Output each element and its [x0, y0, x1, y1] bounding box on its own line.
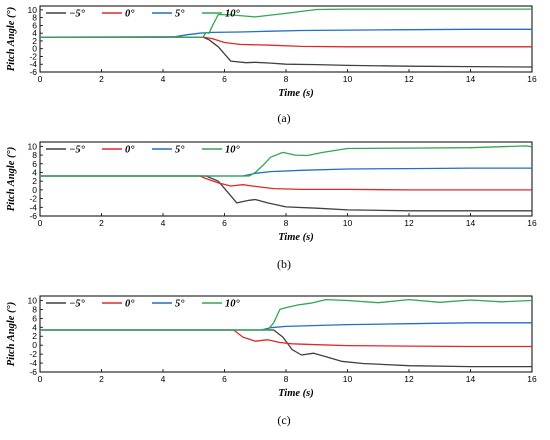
- series-line-1: [40, 36, 533, 68]
- legend-label: 10°: [225, 299, 241, 310]
- y-tick-label: 4: [32, 322, 37, 332]
- series-line-4: [40, 8, 532, 38]
- x-tick-label: 8: [284, 218, 289, 228]
- legend-label: 0°: [125, 9, 135, 20]
- legend-label: 0°: [125, 299, 135, 310]
- x-tick-label: 14: [466, 74, 476, 84]
- x-tick-label: 10: [343, 374, 353, 384]
- series-line-1: [40, 175, 532, 212]
- series-line-3: [40, 167, 532, 177]
- x-tick-label: 16: [527, 218, 537, 228]
- x-tick-label: 0: [38, 374, 43, 384]
- legend-label: 5°: [175, 299, 185, 310]
- y-tick-label: 6: [32, 313, 37, 323]
- panel-caption: (c): [277, 413, 290, 427]
- y-tick-label: 8: [32, 13, 37, 23]
- y-tick-label: -4: [29, 59, 37, 69]
- y-tick-label: 10: [28, 5, 38, 15]
- x-tick-label: 16: [527, 74, 537, 84]
- y-tick-label: -2: [29, 51, 37, 61]
- legend: −5° 0° 5° 10°: [46, 299, 241, 310]
- x-tick-label: 6: [222, 218, 227, 228]
- x-tick-label: 14: [466, 374, 476, 384]
- legend-label: 10°: [225, 9, 241, 20]
- y-tick-label: 2: [32, 36, 37, 46]
- x-tick-label: 4: [161, 374, 166, 384]
- x-tick-label: 2: [99, 74, 104, 84]
- y-axis-label: Pitch Angle (°): [6, 7, 17, 71]
- y-tick-label: 2: [32, 331, 37, 341]
- legend-label: 5°: [175, 145, 185, 156]
- y-tick-label: -4: [29, 202, 37, 212]
- y-tick-label: 10: [28, 141, 38, 151]
- x-tick-label: 10: [343, 74, 353, 84]
- legend: −5° 0° 5° 10°: [46, 9, 241, 20]
- y-tick-label: -6: [29, 211, 37, 221]
- y-tick-label: 10: [28, 295, 38, 305]
- plot-frame: [39, 5, 533, 73]
- x-tick-label: 6: [222, 374, 227, 384]
- series-line-4: [40, 145, 533, 177]
- y-tick-label: -6: [29, 67, 37, 77]
- x-tick-label: 8: [284, 74, 289, 84]
- x-tick-label: 4: [161, 74, 166, 84]
- y-tick-label: 8: [32, 304, 37, 314]
- series-line-2: [40, 36, 532, 48]
- legend-label: 5°: [175, 9, 185, 20]
- y-tick-label: -2: [29, 349, 37, 359]
- y-tick-label: -6: [29, 367, 37, 377]
- y-tick-label: 4: [32, 28, 37, 38]
- x-axis-label: Time (s): [278, 388, 313, 399]
- x-tick-label: 8: [284, 374, 289, 384]
- y-tick-label: 0: [32, 340, 37, 350]
- legend-label: −5°: [69, 299, 86, 310]
- y-tick-label: 0: [32, 185, 37, 195]
- x-tick-label: 4: [161, 218, 166, 228]
- legend-label: 10°: [225, 145, 241, 156]
- x-tick-label: 10: [343, 218, 353, 228]
- x-tick-label: 14: [466, 218, 476, 228]
- series-line-2: [40, 175, 532, 191]
- y-tick-label: 6: [32, 20, 37, 30]
- x-tick-label: 12: [404, 74, 414, 84]
- x-tick-label: 12: [404, 374, 414, 384]
- series-line-4: [40, 298, 533, 331]
- panel-caption: (a): [277, 111, 290, 125]
- y-tick-label: 8: [32, 150, 37, 160]
- y-tick-label: 2: [32, 176, 37, 186]
- series-line-3: [39, 28, 532, 38]
- x-tick-label: 2: [99, 374, 104, 384]
- y-axis-label: Pitch Angle (°): [6, 302, 17, 366]
- x-tick-label: 12: [404, 218, 414, 228]
- legend-label: −5°: [69, 9, 86, 20]
- y-tick-label: -4: [29, 358, 37, 368]
- y-tick-label: 4: [32, 167, 37, 177]
- legend-label: −5°: [69, 145, 86, 156]
- x-tick-label: 0: [38, 218, 43, 228]
- x-axis-label: Time (s): [278, 88, 313, 99]
- panel-caption: (b): [277, 257, 291, 271]
- x-axis-label: Time (s): [278, 232, 313, 243]
- series-line-1: [40, 329, 532, 368]
- legend: −5° 0° 5° 10°: [46, 145, 241, 156]
- y-tick-label: 0: [32, 44, 37, 54]
- series-line-3: [40, 322, 532, 331]
- x-tick-label: 16: [527, 374, 537, 384]
- x-tick-label: 6: [222, 74, 227, 84]
- x-tick-label: 0: [38, 74, 43, 84]
- series-line-2: [40, 329, 532, 348]
- y-tick-label: -2: [29, 194, 37, 204]
- legend-label: 0°: [125, 145, 135, 156]
- x-tick-label: 2: [99, 218, 104, 228]
- y-axis-label: Pitch Angle (°): [6, 147, 17, 211]
- y-tick-label: 6: [32, 159, 37, 169]
